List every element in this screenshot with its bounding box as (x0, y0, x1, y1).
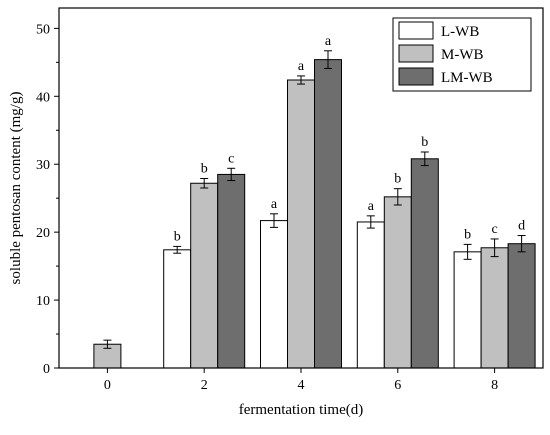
bar-m-wb-day-2 (190, 182, 219, 369)
y-tick-label-0: 0 (43, 362, 50, 377)
legend-swatch-m-wb (398, 44, 434, 63)
legend-label-l-wb: L-WB (441, 24, 479, 40)
error-bar-lm-wb-day-2 (227, 167, 236, 182)
x-tick-label-0: 0 (104, 378, 111, 393)
error-bar-m-wb-day-8 (490, 238, 499, 258)
x-tick-label-8: 8 (491, 378, 498, 393)
error-bar-m-wb-day-4 (297, 75, 305, 85)
y-axis-title: soluble pentosan content (mg/g) (8, 92, 24, 285)
legend-swatch-lm-wb (398, 67, 434, 86)
bar-lm-wb-day-2 (217, 173, 246, 369)
bar-lm-wb-day-8 (507, 243, 536, 369)
bar-m-wb-day-8 (480, 247, 509, 369)
bar-l-wb-day-8 (453, 251, 482, 369)
bar-m-wb-day-6 (383, 196, 412, 369)
significance-label-lm-wb-day-8: d (518, 219, 525, 234)
legend-swatch-l-wb (398, 21, 434, 40)
y-tick-label-10: 10 (36, 294, 50, 309)
significance-label-lm-wb-day-6: b (421, 135, 428, 150)
x-axis-title: fermentation time(d) (239, 402, 364, 418)
significance-label-lm-wb-day-4: a (325, 34, 332, 49)
y-tick-label-50: 50 (36, 22, 50, 37)
error-bar-l-wb-day-8 (463, 243, 472, 260)
error-bar-m-wb-day-6 (393, 188, 402, 206)
y-tick-label-30: 30 (36, 158, 50, 173)
bar-l-wb-day-6 (356, 221, 385, 369)
x-axis: 0 2 4 6 8 (104, 368, 498, 393)
significance-label-m-wb-day-2: b (201, 161, 208, 176)
bar-l-wb-day-4 (260, 220, 288, 369)
legend-label-lm-wb: LM-WB (441, 70, 493, 86)
x-tick-label-2: 2 (201, 378, 208, 393)
x-tick-label-6: 6 (394, 378, 401, 393)
significance-labels-layer: b b c a a a a b b b c d (174, 34, 525, 245)
error-bar-lm-wb-day-4 (324, 50, 332, 69)
error-bar-m-wb-day-0 (103, 339, 112, 349)
bars-layer (93, 59, 536, 369)
error-bar-lm-wb-day-8 (517, 235, 526, 253)
bar-lm-wb-day-4 (314, 59, 342, 369)
significance-label-l-wb-day-8: b (464, 227, 471, 242)
error-bar-l-wb-day-2 (173, 245, 182, 254)
significance-label-m-wb-day-8: c (491, 222, 497, 237)
legend-label-m-wb: M-WB (441, 47, 484, 63)
x-tick-label-4: 4 (298, 378, 305, 393)
y-tick-label-40: 40 (36, 90, 50, 105)
y-tick-label-20: 20 (36, 226, 50, 241)
error-bar-m-wb-day-2 (200, 177, 209, 189)
error-bar-l-wb-day-6 (366, 215, 375, 229)
significance-label-l-wb-day-2: b (174, 229, 181, 244)
significance-label-l-wb-day-4: a (271, 197, 278, 212)
bar-lm-wb-day-6 (410, 158, 439, 369)
bar-m-wb-day-4 (287, 79, 315, 369)
significance-label-l-wb-day-6: a (368, 199, 375, 214)
error-bar-lm-wb-day-6 (420, 151, 429, 167)
significance-label-lm-wb-day-2: c (228, 151, 234, 166)
legend: L-WB M-WB LM-WB (392, 17, 532, 92)
bar-l-wb-day-2 (163, 249, 192, 369)
error-bar-l-wb-day-4 (270, 213, 278, 228)
y-axis: 0 10 20 30 40 50 (36, 22, 59, 377)
significance-label-m-wb-day-4: a (298, 59, 305, 74)
error-bars-layer (103, 50, 526, 349)
significance-label-m-wb-day-6: b (394, 172, 401, 187)
